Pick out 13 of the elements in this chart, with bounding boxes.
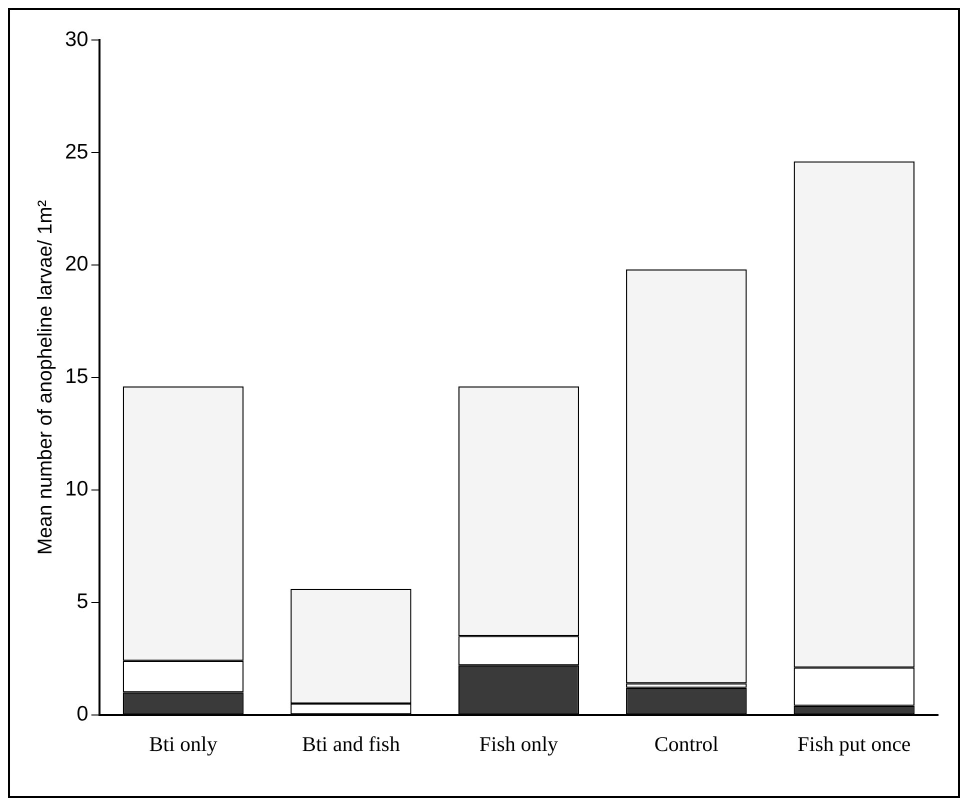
x-tick-label: Control — [654, 732, 719, 756]
y-axis-title: Mean number of anopheline larvae/ 1m² — [34, 200, 57, 555]
y-tick-label: 15 — [65, 365, 88, 388]
y-tick-label: 0 — [76, 702, 88, 726]
x-tick-label: Fish only — [479, 732, 559, 756]
y-tick-label: 25 — [65, 140, 88, 164]
y-tick-label: 30 — [65, 28, 88, 51]
y-tick-label: 20 — [65, 252, 88, 276]
x-tick-label: Fish put once — [798, 732, 911, 756]
x-tick-label: Bti and fish — [302, 732, 400, 756]
y-tick-label: 10 — [65, 478, 88, 501]
y-tick-label: 5 — [76, 590, 88, 614]
x-tick-label: Bti only — [149, 732, 218, 756]
